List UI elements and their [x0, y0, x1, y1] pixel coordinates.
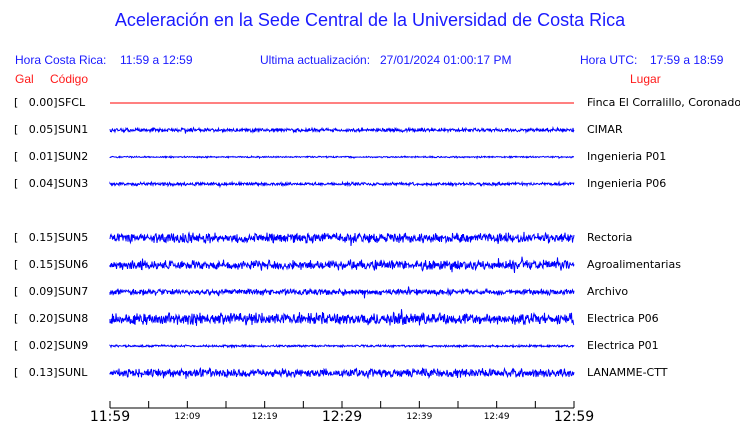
station-place: Ingenieria P06 — [587, 177, 667, 190]
gal-header: Gal — [15, 72, 34, 86]
station-code: SUN3 — [58, 177, 89, 190]
station-place: Electrica P01 — [587, 339, 659, 352]
station-gal: [ 0.05] — [14, 123, 58, 136]
lugar-header: Lugar — [630, 72, 661, 86]
station-code: SUN8 — [58, 312, 89, 325]
trace-sunl — [109, 366, 575, 380]
x-tick-label: 12:19 — [252, 412, 278, 422]
station-gal: [ 0.13] — [14, 366, 58, 379]
station-place: CIMAR — [587, 123, 623, 136]
x-tick-label: 12:29 — [322, 409, 362, 423]
trace-sun1 — [109, 125, 575, 134]
page-title: Aceleración en la Sede Central de la Uni… — [114, 10, 626, 30]
station-gal: [ 0.02] — [14, 339, 58, 352]
station-code: SUN9 — [58, 339, 89, 352]
station-code: SUN6 — [58, 258, 89, 271]
station-gal: [ 0.20] — [14, 312, 58, 325]
cr-time-range: 11:59 a 12:59 — [120, 53, 193, 67]
x-tick-label: 11:59 — [90, 409, 130, 423]
trace-sun6 — [109, 256, 575, 274]
station-place: Ingenieria P01 — [587, 150, 667, 163]
station-place: Electrica P06 — [587, 312, 659, 325]
station-gal: [ 0.04] — [14, 177, 58, 190]
station-code: SFCL — [58, 96, 86, 109]
station-code: SUN1 — [58, 123, 89, 136]
station-place: Archivo — [587, 285, 629, 298]
station-place: Rectoria — [587, 231, 633, 244]
x-tick-label: 12:59 — [554, 409, 594, 423]
station-code: SUN7 — [58, 285, 89, 298]
trace-sun3 — [109, 180, 575, 189]
station-code: SUN5 — [58, 231, 89, 244]
trace-sun5 — [109, 231, 575, 247]
trace-sun7 — [109, 286, 575, 299]
utc-label: Hora UTC: — [580, 53, 638, 67]
update-value: 27/01/2024 01:00:17 PM — [380, 53, 512, 67]
station-place: Agroalimentarias — [587, 258, 681, 271]
cr-time-label: Hora Costa Rica: — [15, 53, 107, 67]
trace-sun9 — [109, 343, 575, 349]
trace-sun8 — [109, 309, 575, 326]
station-place: LANAMME-CTT — [587, 366, 668, 379]
station-code: SUN2 — [58, 150, 89, 163]
station-gal: [ 0.09] — [14, 285, 58, 298]
utc-range: 17:59 a 18:59 — [650, 53, 724, 67]
codigo-header: Código — [50, 72, 89, 86]
update-label: Ultima actualización: — [260, 53, 371, 67]
station-gal: [ 0.15] — [14, 258, 58, 271]
x-tick-label: 12:49 — [484, 412, 510, 422]
station-gal: [ 0.01] — [14, 150, 58, 163]
x-tick-label: 12:09 — [174, 412, 200, 422]
station-code: SUNL — [58, 366, 88, 379]
station-place: Finca El Corralillo, Coronado — [587, 96, 740, 109]
trace-sun2 — [109, 154, 575, 160]
x-tick-label: 12:39 — [406, 412, 432, 422]
station-gal: [ 0.00] — [14, 96, 58, 109]
station-gal: [ 0.15] — [14, 231, 58, 244]
